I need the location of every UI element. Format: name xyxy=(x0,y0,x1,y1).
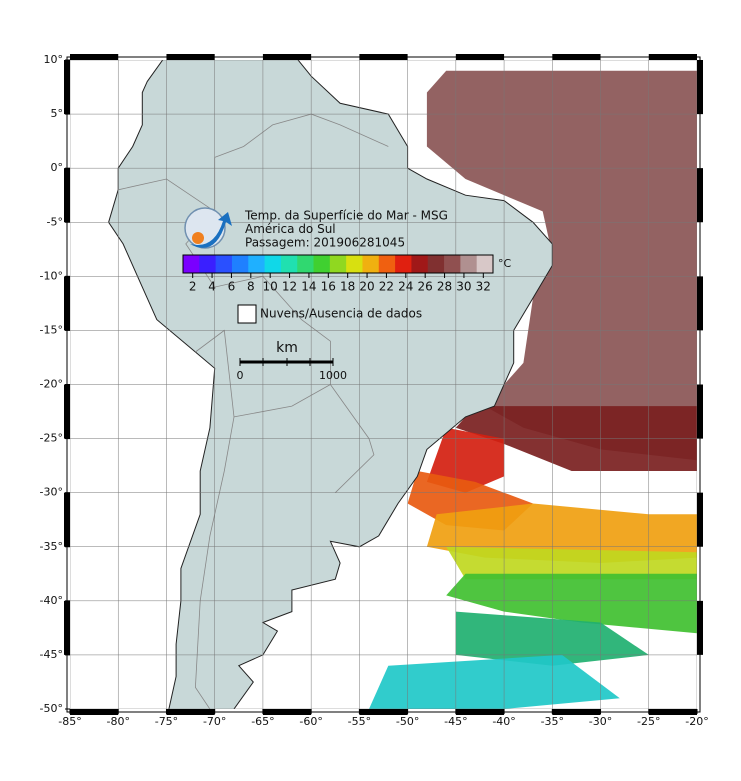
legend-swatch xyxy=(237,304,257,324)
colorbar-segment xyxy=(313,255,331,273)
colorbar-segment xyxy=(346,255,363,273)
lon-tick-label: -65° xyxy=(251,715,274,728)
sst-area xyxy=(446,573,697,634)
colorbar-segment xyxy=(248,255,266,273)
sst-area xyxy=(369,654,620,709)
colorbar-tick-label: 16 xyxy=(321,280,336,294)
colorbar-segment xyxy=(231,255,249,273)
legend-label: Nuvens/Ausencia de dados xyxy=(260,307,422,321)
lat-tick-label: -40° xyxy=(40,594,63,607)
lat-tick-label: -35° xyxy=(40,540,63,553)
colorbar-segment xyxy=(264,255,282,273)
lat-tick-label: -20° xyxy=(40,378,63,391)
logo xyxy=(184,207,226,249)
logo-arrow xyxy=(190,212,232,248)
colorbar-segment xyxy=(362,255,380,273)
colorbar-tick-label: 22 xyxy=(379,280,394,294)
colorbar-frame xyxy=(182,254,494,274)
colorbar-segment xyxy=(199,255,217,273)
lon-tick-label: -45° xyxy=(444,715,467,728)
lon-tick-label: -55° xyxy=(348,715,371,728)
lat-tick-label: 0° xyxy=(51,161,64,174)
colorbar-tick-label: 18 xyxy=(340,280,355,294)
lat-tick-label: -10° xyxy=(40,269,63,282)
colorbar-tick-label: 26 xyxy=(418,280,433,294)
border xyxy=(194,416,235,709)
scale-unit: km xyxy=(276,340,298,356)
colorbar-tick-label: 2 xyxy=(189,280,197,294)
title-line: Temp. da Superfície do Mar - MSG xyxy=(244,209,448,223)
scale-label: 1000 xyxy=(319,369,347,382)
title-line: América do Sul xyxy=(245,222,336,236)
lon-tick-label: -70° xyxy=(203,715,226,728)
sst-area xyxy=(446,546,697,580)
colorbar-tick-label: 14 xyxy=(301,280,316,294)
colorbar-segment xyxy=(280,255,298,273)
colorbar-segment xyxy=(427,255,445,273)
colorbar-tick-label: 28 xyxy=(437,280,452,294)
lon-tick-label: -40° xyxy=(492,715,515,728)
lon-tick-label: -25° xyxy=(637,715,660,728)
lat-tick-label: -30° xyxy=(40,486,63,499)
colorbar-segment xyxy=(476,255,494,273)
colorbar-tick-label: 30 xyxy=(456,280,471,294)
colorbar-segment xyxy=(444,255,461,273)
colorbar-segment xyxy=(183,255,200,273)
colorbar-segment xyxy=(395,255,412,273)
colorbar-segment xyxy=(297,255,315,273)
lon-tick-label: -80° xyxy=(106,715,129,728)
lat-tick-label: -15° xyxy=(40,323,63,336)
colorbar-tick-label: 4 xyxy=(208,280,216,294)
lon-tick-label: -35° xyxy=(541,715,564,728)
colorbar-segment xyxy=(411,255,429,273)
colorbar-segment xyxy=(460,255,478,273)
colorbar-tick-label: 8 xyxy=(247,280,255,294)
colorbar-tick-label: 24 xyxy=(398,280,413,294)
lat-tick-label: 10° xyxy=(44,53,64,66)
colorbar-tick-label: 10 xyxy=(263,280,278,294)
lat-tick-label: -5° xyxy=(47,215,63,228)
lon-tick-label: -60° xyxy=(299,715,322,728)
colorbar-tick-label: 32 xyxy=(476,280,491,294)
colorbar-tick-label: 20 xyxy=(359,280,374,294)
lat-tick-label: -50° xyxy=(40,702,63,715)
logo-dot xyxy=(192,232,204,244)
lat-tick-label: -45° xyxy=(40,648,63,661)
lon-tick-label: -20° xyxy=(685,715,708,728)
colorbar-tick-label: 6 xyxy=(228,280,236,294)
colorbar-segment xyxy=(378,255,396,273)
colorbar-unit: °C xyxy=(498,257,512,270)
lon-tick-label: -30° xyxy=(589,715,612,728)
lat-tick-label: -25° xyxy=(40,432,63,445)
lon-tick-label: -75° xyxy=(155,715,178,728)
border xyxy=(330,384,375,493)
lon-tick-label: -50° xyxy=(396,715,419,728)
scale-label: 0 xyxy=(237,369,244,382)
title-line: Passagem: 201906281045 xyxy=(245,236,405,250)
border xyxy=(214,113,389,158)
colorbar-tick-label: 12 xyxy=(282,280,297,294)
lat-tick-label: 5° xyxy=(51,107,64,120)
colorbar-segment xyxy=(329,255,347,273)
lon-tick-label: -85° xyxy=(58,715,81,728)
colorbar-segment xyxy=(215,255,233,273)
